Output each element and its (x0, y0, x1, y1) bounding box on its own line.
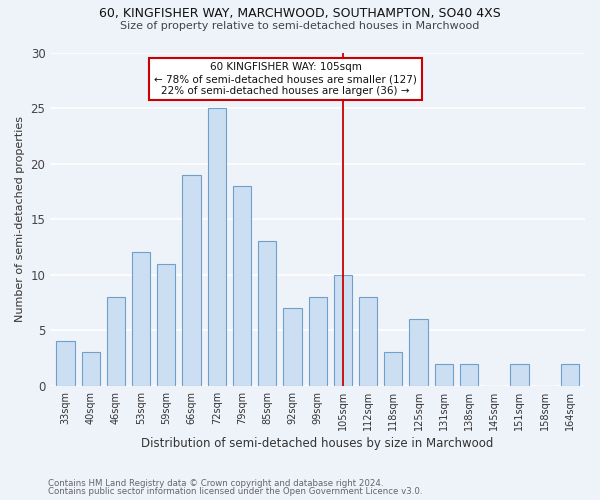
Bar (107, 297, 125, 386)
Bar (283, 308, 302, 386)
Bar (359, 297, 377, 386)
Bar (460, 364, 478, 386)
Text: Size of property relative to semi-detached houses in Marchwood: Size of property relative to semi-detach… (121, 21, 479, 31)
Bar (434, 364, 453, 386)
Bar (208, 108, 226, 386)
Bar (157, 264, 175, 386)
Bar (182, 174, 200, 386)
Bar (82, 352, 100, 386)
Text: Contains public sector information licensed under the Open Government Licence v3: Contains public sector information licen… (48, 487, 422, 496)
Bar (384, 352, 403, 386)
Bar (308, 297, 327, 386)
Text: Contains HM Land Registry data © Crown copyright and database right 2024.: Contains HM Land Registry data © Crown c… (48, 478, 383, 488)
Bar (258, 242, 276, 386)
Text: 60 KINGFISHER WAY: 105sqm
← 78% of semi-detached houses are smaller (127)
22% of: 60 KINGFISHER WAY: 105sqm ← 78% of semi-… (154, 62, 417, 96)
Bar (132, 252, 150, 386)
Bar (233, 186, 251, 386)
Text: 60, KINGFISHER WAY, MARCHWOOD, SOUTHAMPTON, SO40 4XS: 60, KINGFISHER WAY, MARCHWOOD, SOUTHAMPT… (99, 8, 501, 20)
Bar (334, 274, 352, 386)
X-axis label: Distribution of semi-detached houses by size in Marchwood: Distribution of semi-detached houses by … (142, 437, 494, 450)
Y-axis label: Number of semi-detached properties: Number of semi-detached properties (15, 116, 25, 322)
Bar (511, 364, 529, 386)
Bar (409, 319, 428, 386)
Bar (56, 342, 74, 386)
Bar (561, 364, 579, 386)
